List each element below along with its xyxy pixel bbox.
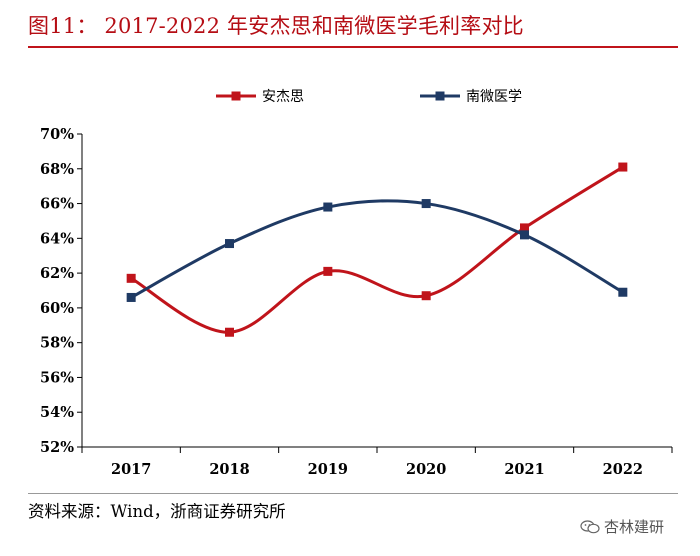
y-tick-label: 52% <box>40 439 74 456</box>
y-tick-label: 54% <box>40 404 74 421</box>
y-tick-label: 64% <box>40 230 74 247</box>
y-tick-label: 58% <box>40 335 74 352</box>
data-point <box>126 292 136 302</box>
data-point <box>225 327 234 337</box>
wechat-icon <box>580 520 600 534</box>
data-point <box>520 230 529 240</box>
y-tick-label: 66% <box>40 196 74 213</box>
legend-marker <box>435 91 445 101</box>
x-tick-label: 2019 <box>308 461 348 478</box>
x-axis: 2017 2018 2019 2020 2021 2022 <box>81 446 673 478</box>
x-tick-label: 2021 <box>504 461 544 478</box>
legend: 安杰思 南微医学 <box>216 89 522 105</box>
data-point <box>323 202 333 212</box>
y-axis: 52% 54% 56% 58% 60% 62% 64% 66% 68% 70% <box>40 126 83 456</box>
data-point <box>126 273 136 283</box>
source-note: 资料来源：Wind，浙商证券研究所 <box>28 502 286 521</box>
data-point <box>520 223 529 233</box>
watermark-text: 杏林建研 <box>604 518 665 536</box>
data-point <box>618 162 628 172</box>
series-line <box>130 199 624 299</box>
chart-title: 图11： 2017-2022 年安杰思和南微医学毛利率对比 <box>28 14 524 38</box>
legend-marker <box>231 91 241 101</box>
series-line <box>130 165 624 334</box>
legend-label: 安杰思 <box>262 89 304 105</box>
x-tick-label: 2018 <box>209 461 249 478</box>
watermark: 杏林建研 <box>580 516 664 537</box>
source-divider <box>28 493 678 494</box>
y-tick-label: 60% <box>40 300 74 317</box>
x-tick-label: 2020 <box>406 461 446 478</box>
y-tick-label: 56% <box>40 369 74 386</box>
x-tick-label: 2022 <box>603 461 643 478</box>
data-point <box>421 199 431 209</box>
series-1 <box>126 162 628 337</box>
y-tick-label: 68% <box>40 161 74 178</box>
series-group <box>126 162 628 337</box>
data-point <box>421 291 431 301</box>
series-2 <box>126 199 628 302</box>
line-chart: 安杰思 南微医学 52% 54% 56% 58% 60% 62% 64% 66% 68% 70% 2… <box>40 89 673 478</box>
title-underline <box>28 46 678 48</box>
legend-label: 南微医学 <box>466 89 522 105</box>
data-point <box>323 266 333 276</box>
data-point <box>618 287 628 297</box>
y-tick-label: 70% <box>40 126 74 143</box>
x-tick-label: 2017 <box>111 461 151 478</box>
data-point <box>225 239 234 249</box>
y-tick-label: 62% <box>40 265 74 282</box>
